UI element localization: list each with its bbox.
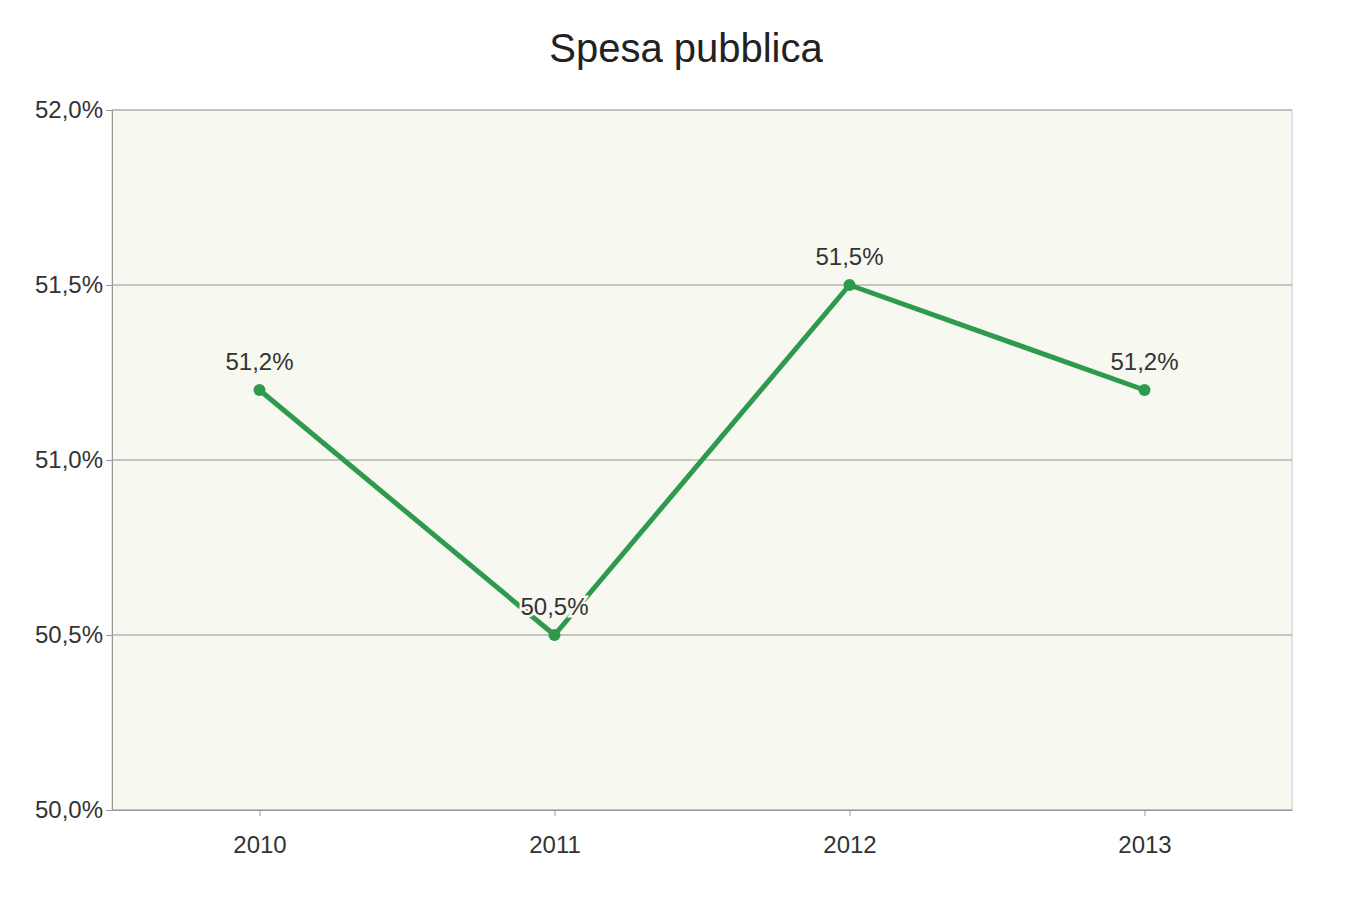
y-tick-mark bbox=[106, 810, 112, 811]
data-label: 50,5% bbox=[520, 593, 588, 620]
chart-title: Spesa pubblica bbox=[549, 26, 823, 70]
y-axis-line bbox=[112, 111, 113, 811]
grid-line bbox=[112, 634, 1292, 636]
x-tick-mark bbox=[1145, 810, 1146, 816]
grid-line bbox=[112, 284, 1292, 286]
line bbox=[260, 285, 1145, 635]
y-tick-mark bbox=[106, 110, 112, 111]
grid bbox=[112, 110, 1292, 810]
data-label: 51,2% bbox=[225, 348, 293, 375]
y-tick-mark bbox=[106, 635, 112, 636]
y-tick: 50,0% bbox=[35, 796, 112, 823]
plot-area bbox=[112, 110, 1292, 810]
x-tick-mark bbox=[260, 810, 261, 816]
y-tick: 50,5% bbox=[35, 621, 112, 648]
x-tick-label: 2011 bbox=[529, 831, 581, 858]
marker bbox=[254, 384, 266, 396]
plot: 50,0%50,5%51,0%51,5%52,0%201020112012201… bbox=[35, 96, 1293, 857]
x-tick: 2013 bbox=[1118, 810, 1171, 858]
background bbox=[0, 0, 1372, 900]
y-tick: 51,0% bbox=[35, 446, 112, 473]
x-axis: 2010 2011 2012 2013 bbox=[113, 810, 1293, 858]
x-tick-label: 2013 bbox=[1118, 831, 1171, 858]
y-tick-label: 50,0% bbox=[35, 796, 103, 823]
marker bbox=[844, 279, 856, 291]
data-labels: 51,2% 50,5% 51,5% 51,2% bbox=[225, 243, 1178, 620]
x-tick-label: 2012 bbox=[823, 831, 876, 858]
x-tick: 2011 bbox=[529, 810, 581, 858]
y-tick-label: 52,0% bbox=[35, 96, 103, 123]
grid-line bbox=[112, 809, 1292, 811]
y-tick-mark bbox=[106, 285, 112, 286]
marker bbox=[549, 629, 561, 641]
x-tick: 2010 bbox=[233, 810, 286, 858]
x-tick: 2012 bbox=[823, 810, 876, 858]
x-axis-line bbox=[113, 810, 1293, 811]
data-label: 51,2% bbox=[1110, 348, 1178, 375]
x-tick-mark bbox=[850, 810, 851, 816]
y-axis: 50,0% 50,5% 51,0% 51,5% 52,0% bbox=[35, 96, 113, 823]
y-tick-label: 51,5% bbox=[35, 271, 103, 298]
chart: Spesa pubblica 50,0% 50,5% 51,0% 51,5% 52,0% 2… bbox=[0, 0, 1372, 900]
y-tick: 51,5% bbox=[35, 271, 112, 298]
y-tick-label: 51,0% bbox=[35, 446, 103, 473]
grid-line bbox=[112, 109, 1292, 111]
y-tick-mark bbox=[106, 460, 112, 461]
y-tick: 52,0% bbox=[35, 96, 112, 123]
y-tick-label: 50,5% bbox=[35, 621, 103, 648]
x-tick-label: 2010 bbox=[233, 831, 286, 858]
series bbox=[254, 279, 1151, 641]
x-tick-mark bbox=[555, 810, 556, 816]
data-label: 51,5% bbox=[815, 243, 883, 270]
marker bbox=[1139, 384, 1151, 396]
